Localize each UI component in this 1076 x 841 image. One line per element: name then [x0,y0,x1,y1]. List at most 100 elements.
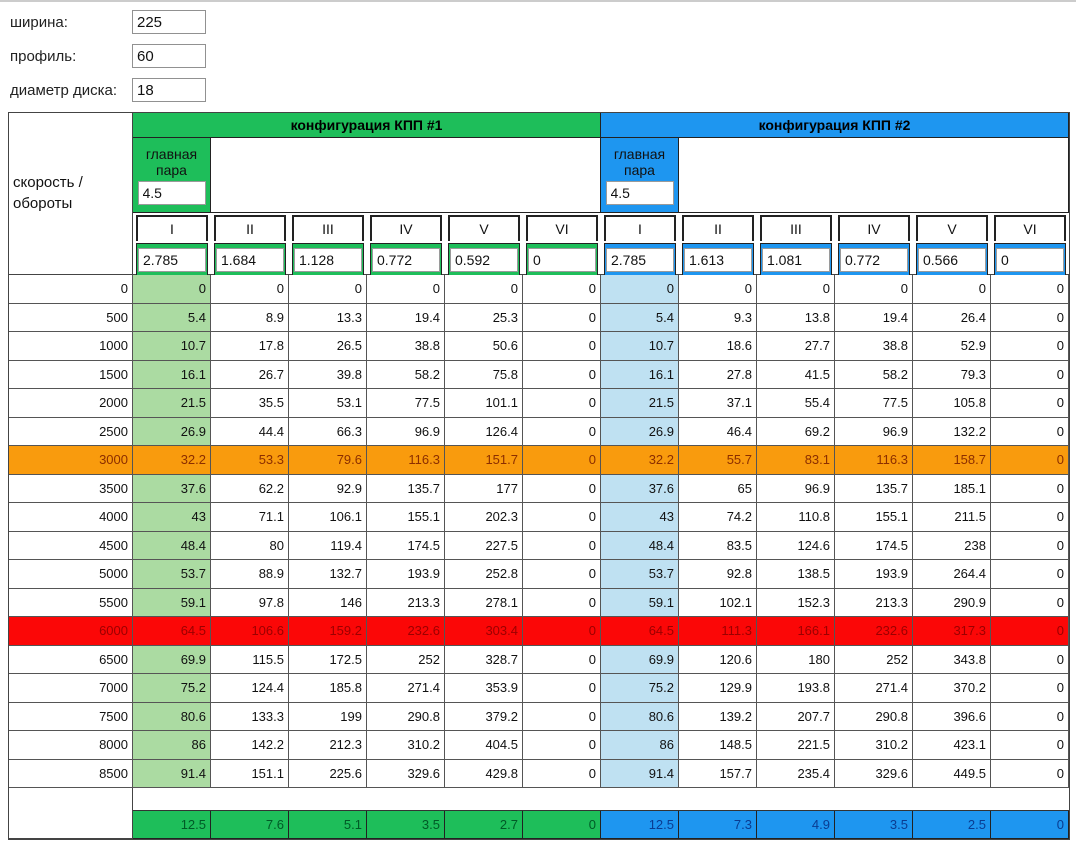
gear-ratio-input[interactable] [840,247,908,272]
speed-cell: 64.5 [601,617,679,646]
gear-ratio-input[interactable] [450,247,518,272]
speed-cell: 152.3 [757,588,835,617]
gear-header-cell: I [601,213,679,243]
speed-cell: 21.5 [133,389,211,418]
speed-cell: 0 [991,588,1069,617]
speed-cell: 120.6 [679,645,757,674]
gear-ratio-input[interactable] [138,247,206,272]
gear-ratio-input[interactable] [294,247,362,272]
speed-cell: 32.2 [601,446,679,475]
speed-cell: 185.1 [913,474,991,503]
speed-cell: 110.8 [757,503,835,532]
speed-cell: 135.7 [367,474,445,503]
gear-header-cell: III [289,213,367,243]
profile-input[interactable] [132,44,206,68]
speed-cell: 48.4 [601,531,679,560]
speed-cell: 16.1 [133,360,211,389]
speed-cell: 32.2 [133,446,211,475]
speed-cell: 238 [913,531,991,560]
gear-header-label: I [604,215,676,243]
gear-ratio-input[interactable] [216,247,284,272]
speed-cell: 77.5 [835,389,913,418]
rpm-cell: 1500 [9,360,133,389]
speed-cell: 111.3 [679,617,757,646]
final-drive-input-2[interactable] [605,181,674,206]
rim-diameter-input[interactable] [132,78,206,102]
speed-cell: 193.9 [367,560,445,589]
speed-cell: 174.5 [367,531,445,560]
speed-cell: 155.1 [835,503,913,532]
speed-cell: 55.7 [679,446,757,475]
form-row-rim-diameter: диаметр диска: [10,78,1076,102]
footer-total-ratio-cell: 0 [523,811,601,839]
speed-cell: 25.3 [445,303,523,332]
speed-cell: 328.7 [445,645,523,674]
speed-cell: 80.6 [601,702,679,731]
speed-cell: 379.2 [445,702,523,731]
rim-diameter-label: диаметр диска: [10,81,118,99]
speed-cell: 0 [523,275,601,304]
rpm-cell: 8000 [9,731,133,760]
speed-cell: 9.3 [679,303,757,332]
speed-cell: 0 [445,275,523,304]
speed-cell: 0 [523,417,601,446]
speed-cell: 0 [991,560,1069,589]
speed-cell: 142.2 [211,731,289,760]
speed-cell: 290.9 [913,588,991,617]
speed-cell: 202.3 [445,503,523,532]
rpm-cell: 6000 [9,617,133,646]
speed-cell: 404.5 [445,731,523,760]
speed-cell: 155.1 [367,503,445,532]
gear-ratio-input[interactable] [918,247,986,272]
gear-ratio-input[interactable] [684,247,752,272]
speed-cell: 0 [757,275,835,304]
speed-cell: 83.5 [679,531,757,560]
speed-cell: 65 [679,474,757,503]
speed-cell: 19.4 [367,303,445,332]
speed-cell: 343.8 [913,645,991,674]
speed-cell: 423.1 [913,731,991,760]
speed-cell: 0 [523,759,601,788]
speed-cell: 43 [601,503,679,532]
speed-cell: 0 [523,674,601,703]
gear-ratio-input[interactable] [606,247,674,272]
speed-cell: 310.2 [367,731,445,760]
gear-ratio-input[interactable] [996,247,1064,272]
speed-cell: 0 [523,474,601,503]
speed-cell: 5.4 [601,303,679,332]
footer-total-ratio-cell: 7.6 [211,811,289,839]
speed-cell: 75.2 [133,674,211,703]
speed-cell: 53.7 [601,560,679,589]
gear-ratio-input[interactable] [372,247,440,272]
rpm-cell: 6500 [9,645,133,674]
gear-ratio-input[interactable] [762,247,830,272]
width-input[interactable] [132,10,206,34]
speed-cell: 59.1 [601,588,679,617]
speed-cell: 26.5 [289,332,367,361]
speed-cell: 80.6 [133,702,211,731]
speed-cell: 79.6 [289,446,367,475]
speed-cell: 21.5 [601,389,679,418]
speed-cell: 71.1 [211,503,289,532]
gear-header-cell: IV [367,213,445,243]
footer-spacer-cell [9,788,133,839]
speed-cell: 0 [991,503,1069,532]
speed-cell: 48.4 [133,531,211,560]
footer-total-ratio-cell: 4.9 [757,811,835,839]
empty-row [133,788,1069,811]
speed-cell: 0 [991,617,1069,646]
speed-cell: 124.4 [211,674,289,703]
speed-cell: 69.2 [757,417,835,446]
width-label: ширина: [10,13,68,31]
speed-cell: 0 [523,360,601,389]
speed-cell: 83.1 [757,446,835,475]
final-drive-input-1[interactable] [137,181,206,206]
gear-ratio-input[interactable] [528,247,596,272]
gear-header-cell: VI [991,213,1069,243]
gear-header-label: II [682,215,754,243]
speed-cell: 290.8 [367,702,445,731]
form-row-width: ширина: [10,10,1076,34]
speed-cell: 53.1 [289,389,367,418]
speed-cell: 124.6 [757,531,835,560]
speed-cell: 177 [445,474,523,503]
